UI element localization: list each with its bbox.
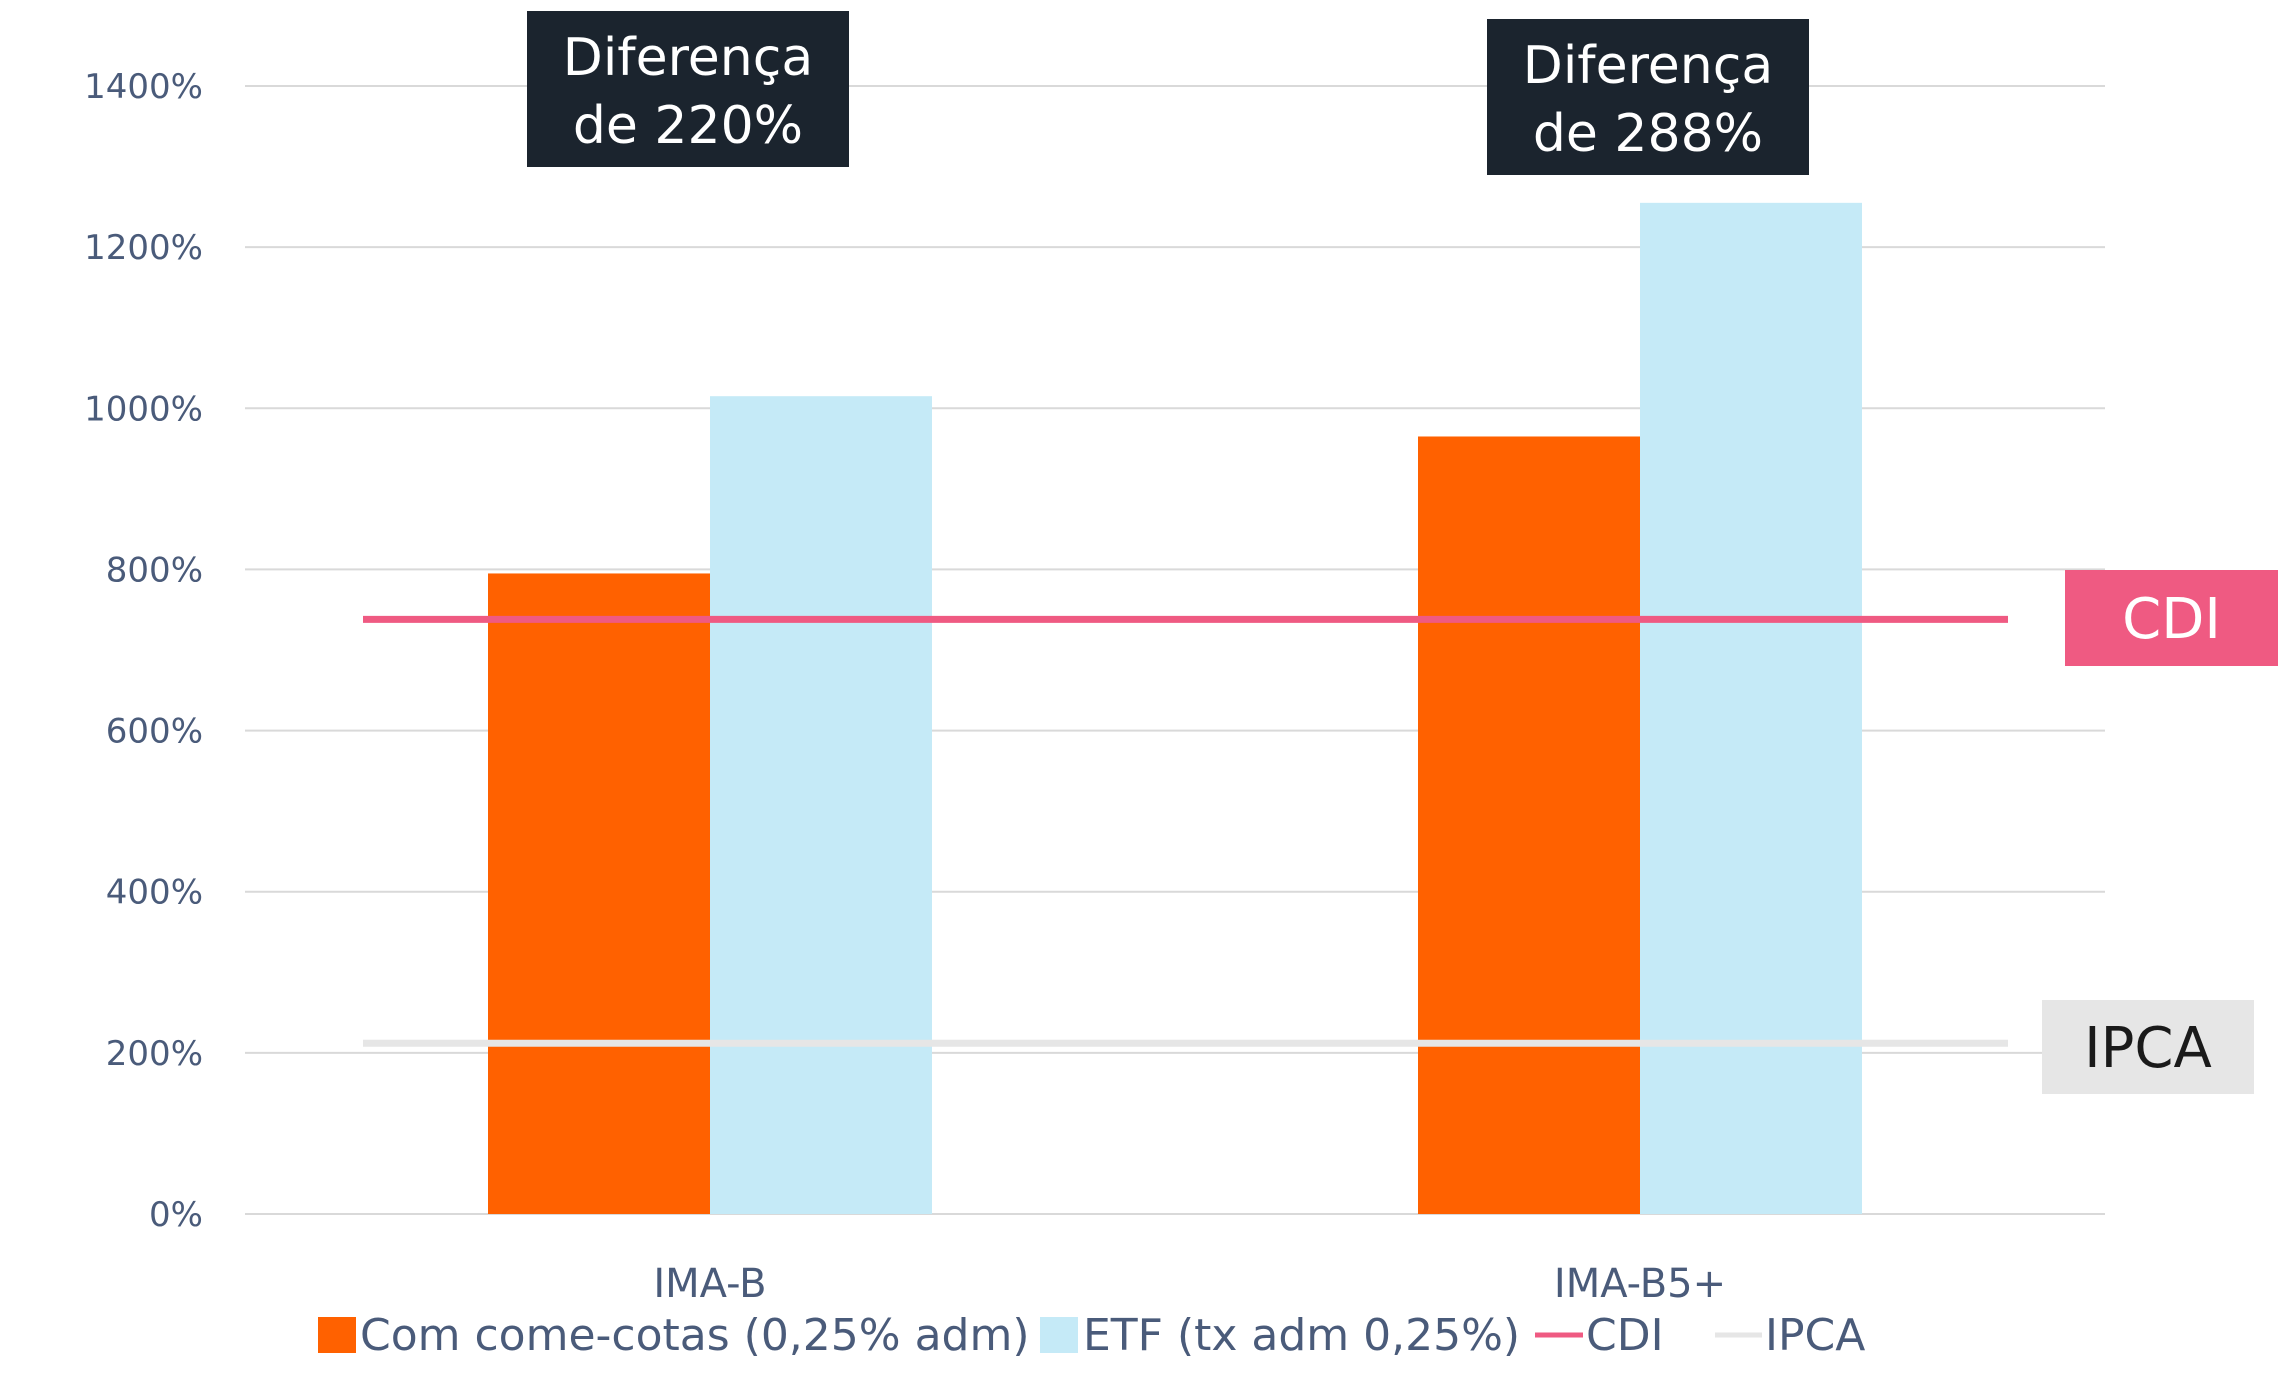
bar-ima-b-series-1 <box>488 573 710 1214</box>
ipca-tag-label: IPCA <box>2084 1016 2212 1081</box>
legend-label-etf: ETF (tx adm 0,25%) <box>1083 1310 1520 1361</box>
legend-swatch-com-come-cotas <box>318 1317 356 1353</box>
y-tick-label: 0% <box>149 1195 203 1235</box>
bar-ima-b-series-2 <box>710 396 932 1214</box>
y-tick-label: 1400% <box>84 67 203 107</box>
y-tick-label: 800% <box>106 550 203 590</box>
legend-label-cdi: CDI <box>1586 1310 1664 1361</box>
y-tick-label: 1200% <box>84 228 203 268</box>
difference-annotation-box <box>1487 19 1809 175</box>
y-tick-label: 1000% <box>84 389 203 429</box>
ipca-tag-box <box>2042 1000 2254 1094</box>
reference-tags: CDI IPCA <box>2042 570 2278 1094</box>
bar-ima-b5--series-2 <box>1640 202 1862 1215</box>
legend-label-ipca: IPCA <box>1765 1310 1865 1361</box>
difference-annotation-text: Diferença <box>1523 36 1773 96</box>
cdi-tag-box <box>2065 570 2278 666</box>
difference-annotation-text: Diferença <box>563 28 813 88</box>
legend: Com come-cotas (0,25% adm) ETF (tx adm 0,… <box>318 1310 1865 1361</box>
difference-annotation-text: de 220% <box>573 96 803 156</box>
reference-lines <box>363 615 2008 1047</box>
x-category-label: IMA-B <box>653 1261 766 1307</box>
y-tick-label: 200% <box>106 1034 203 1074</box>
y-tick-label: 400% <box>106 873 203 913</box>
y-tick-label: 600% <box>106 712 203 752</box>
x-category-label: IMA-B5+ <box>1554 1261 1726 1307</box>
legend-label-com-come-cotas: Com come-cotas (0,25% adm) <box>360 1310 1030 1361</box>
bar-ima-b5--series-1 <box>1418 436 1640 1214</box>
difference-annotation-box <box>527 11 849 167</box>
bars <box>488 202 1862 1215</box>
y-axis: 0% 200% 400% 600% 800% 1000% 1200% 1400% <box>84 67 203 1235</box>
x-axis: IMA-B IMA-B5+ <box>653 1261 1726 1307</box>
annotations: Diferença de 220% Diferença de 288% <box>527 11 1809 175</box>
legend-swatch-etf <box>1040 1317 1078 1353</box>
cdi-tag-label: CDI <box>2122 587 2221 652</box>
difference-annotation-text: de 288% <box>1533 104 1763 164</box>
